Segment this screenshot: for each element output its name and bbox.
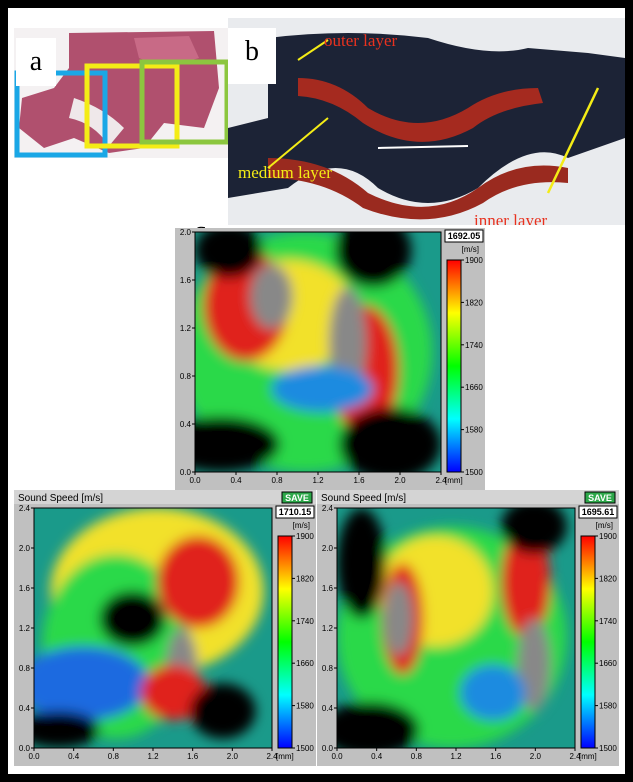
unit: [m/s] — [293, 521, 310, 530]
colorbar-tick-label: 1740 — [296, 617, 314, 626]
colorbar-tick-label: 1820 — [599, 574, 617, 583]
x-tick-label: 1.2 — [147, 752, 159, 761]
map-texture — [321, 499, 567, 757]
colorbar-tick-label: 1900 — [296, 532, 314, 541]
colorbar-tick-label: 1660 — [296, 659, 314, 668]
x-tick-label: 1.6 — [490, 752, 502, 761]
x-tick-label: 2.0 — [530, 752, 542, 761]
colorbar — [581, 536, 595, 748]
map-region — [384, 582, 414, 656]
x-tick-label: 0.0 — [28, 752, 40, 761]
y-tick-label: 0.8 — [322, 664, 334, 673]
y-tick-label: 2.0 — [19, 544, 31, 553]
panel-label: b — [228, 28, 276, 84]
colorbar-tick-label: 1900 — [599, 532, 617, 541]
y-tick-label: 2.0 — [322, 544, 334, 553]
colorbar-tick-label: 1660 — [599, 659, 617, 668]
panel-b-image: outer layer medium layer inner layer — [228, 18, 625, 225]
map-region — [18, 646, 149, 720]
map-image — [18, 508, 272, 748]
y-tick-label: 1.2 — [180, 324, 192, 333]
map-image — [321, 499, 575, 757]
panel-label: a — [16, 38, 56, 86]
map-texture — [175, 228, 441, 481]
y-tick-label: 1.2 — [19, 624, 31, 633]
y-tick-label: 2.4 — [19, 504, 31, 513]
x-tick-label: 0.8 — [108, 752, 120, 761]
annotation: outer layer — [324, 31, 397, 50]
colorbar — [447, 260, 461, 472]
readout: 1695.61 — [582, 507, 615, 517]
map-region — [271, 366, 373, 412]
unit: [m/s] — [462, 245, 479, 254]
colorbar-tick-label: 1500 — [465, 468, 483, 477]
x-tick-label: 0.4 — [68, 752, 80, 761]
x-tick-label: 0.8 — [411, 752, 423, 761]
x-tick-label: 2.0 — [227, 752, 239, 761]
annotation: inner layer — [474, 211, 547, 225]
y-tick-label: 0.8 — [180, 372, 192, 381]
save-button-label[interactable]: SAVE — [285, 493, 309, 503]
colorbar-tick-label: 1500 — [296, 744, 314, 753]
colorbar-tick-label: 1580 — [296, 702, 314, 711]
x-unit: [mm] — [579, 752, 597, 761]
y-tick-label: 1.6 — [180, 276, 192, 285]
x-tick-label: 0.0 — [189, 476, 201, 485]
x-tick-label: 0.8 — [271, 476, 283, 485]
x-tick-label: 1.2 — [450, 752, 462, 761]
colorbar-tick-label: 1580 — [599, 702, 617, 711]
map-region — [250, 264, 292, 329]
y-tick-label: 0.8 — [19, 664, 31, 673]
y-tick-label: 1.2 — [322, 624, 334, 633]
map-image — [175, 228, 441, 481]
colorbar-tick-label: 1500 — [599, 744, 617, 753]
x-tick-label: 0.4 — [371, 752, 383, 761]
colorbar-tick-label: 1740 — [599, 617, 617, 626]
y-tick-label: 0.4 — [19, 704, 31, 713]
x-unit: [mm] — [276, 752, 294, 761]
x-tick-label: 1.6 — [353, 476, 365, 485]
panel-title: Sound Speed [m/s] — [18, 493, 103, 504]
colorbar-tick-label: 1820 — [465, 298, 483, 307]
x-tick-label: 0.0 — [331, 752, 343, 761]
unit: [m/s] — [596, 521, 613, 530]
map-region — [190, 683, 256, 738]
y-tick-label: 2.4 — [322, 504, 334, 513]
panel-title: Sound Speed [m/s] — [321, 493, 406, 504]
map-region — [339, 407, 441, 481]
map-region — [460, 665, 526, 720]
x-tick-label: 0.4 — [230, 476, 242, 485]
colorbar-tick-label: 1900 — [465, 256, 483, 265]
colorbar — [278, 536, 292, 748]
sound-speed-map: Sound Speed [m/s] SAVE 2.4 2.0 1.6 1.2 0.8 0.4 0… — [14, 490, 316, 766]
colorbar-tick-label: 1660 — [465, 383, 483, 392]
readout: 1710.15 — [279, 507, 312, 517]
figure: a outer layer medium layer inner layer b… — [0, 0, 633, 782]
sound-speed-map: Sound Speed [m/s] SAVE 2.4 2.0 1.6 1.2 0.8 0.4 0… — [317, 490, 619, 766]
map-region — [337, 508, 386, 619]
y-tick-label: 1.6 — [19, 584, 31, 593]
y-tick-label: 0.4 — [180, 420, 192, 429]
save-button-label[interactable]: SAVE — [588, 493, 612, 503]
colorbar-tick-label: 1580 — [465, 426, 483, 435]
map-region — [157, 536, 239, 628]
colorbar-tick-label: 1740 — [465, 341, 483, 350]
x-unit: [mm] — [445, 476, 463, 485]
readout: 1692.05 — [448, 231, 481, 241]
colorbar-tick-label: 1820 — [296, 574, 314, 583]
y-tick-label: 1.6 — [322, 584, 334, 593]
x-tick-label: 2.0 — [394, 476, 406, 485]
annotation: medium layer — [238, 163, 332, 182]
x-tick-label: 1.6 — [187, 752, 199, 761]
map-region — [100, 591, 166, 646]
y-tick-label: 2.0 — [180, 228, 192, 237]
y-tick-label: 0.4 — [322, 704, 334, 713]
x-tick-label: 1.2 — [312, 476, 324, 485]
